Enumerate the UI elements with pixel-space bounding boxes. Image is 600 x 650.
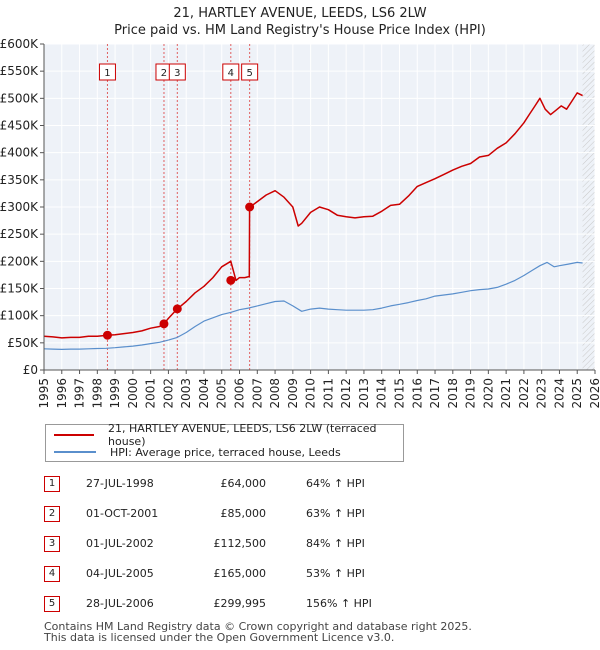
x-tick-label: 1996 (55, 378, 69, 409)
x-tick-label: 2000 (126, 378, 140, 409)
x-tick-label: 2011 (321, 378, 335, 409)
y-tick-label: £0 (23, 363, 38, 377)
sale-marker-box (241, 63, 259, 81)
x-tick-label: 2009 (286, 378, 300, 409)
sale-point (245, 202, 255, 212)
x-tick-label: 2024 (552, 378, 566, 409)
footer-line-copyright: Contains HM Land Registry data © Crown c… (44, 620, 472, 633)
legend-item-hpi: HPI: Average price, terraced house, Leed… (54, 444, 341, 460)
sale-marker-label: 3 (174, 68, 180, 79)
footer-line-licence: This data is licensed under the Open Gov… (44, 631, 395, 644)
sale-price: £112,500 (213, 537, 267, 550)
sale-date: 04-JUL-2005 (86, 567, 154, 580)
sale-point (172, 304, 182, 314)
x-tick-label: 2021 (499, 378, 513, 409)
x-tick-label: 2016 (410, 378, 424, 409)
sale-marker-label: 1 (104, 68, 110, 79)
sale-price: £64,000 (220, 477, 267, 490)
sale-row: 1 27-JUL-1998 £64,000 64% ↑ HPI (44, 476, 444, 494)
legend-item-property: 21, HARTLEY AVENUE, LEEDS, LS6 2LW (terr… (54, 422, 403, 448)
sale-number-badge: 1 (44, 476, 60, 492)
sale-price: £85,000 (220, 507, 267, 520)
x-tick-label: 2012 (339, 378, 353, 409)
chart-subtitle: Price paid vs. HM Land Registry's House … (114, 23, 486, 38)
x-tick-label: 2015 (392, 378, 406, 409)
sale-date: 01-JUL-2002 (86, 537, 154, 550)
legend-swatch-hpi (54, 451, 96, 453)
x-tick-label: 1997 (73, 378, 87, 409)
sale-hpi-change: 84% ↑ HPI (306, 537, 365, 550)
x-tick-label: 2006 (233, 378, 247, 409)
sale-hpi-change: 64% ↑ HPI (306, 477, 365, 490)
x-tick-label: 2026 (588, 378, 600, 409)
x-tick-label: 1995 (37, 378, 51, 409)
x-tick-label: 2019 (464, 378, 478, 409)
x-tick-label: 2007 (250, 378, 264, 409)
sale-marker-label: 5 (246, 68, 252, 79)
sale-price: £165,000 (213, 567, 267, 580)
chart-legend: 21, HARTLEY AVENUE, LEEDS, LS6 2LW (terr… (45, 422, 404, 462)
x-tick-label: 2001 (144, 378, 158, 409)
y-tick-label: £500K (0, 91, 39, 105)
price-chart: 21, HARTLEY AVENUE, LEEDS, LS6 2LW Price… (0, 6, 600, 409)
x-tick-label: 2013 (357, 378, 371, 409)
sale-price: £299,995 (213, 597, 267, 610)
x-tick-label: 2022 (517, 378, 531, 409)
sale-point (226, 275, 236, 285)
footer-attribution: Contains HM Land Registry data © Crown c… (44, 621, 584, 643)
x-tick-label: 2018 (446, 378, 460, 409)
sale-hpi-change: 156% ↑ HPI (306, 597, 372, 610)
series-line-property (43, 92, 583, 339)
sale-marker-label: 2 (161, 68, 167, 79)
sale-number-badge: 2 (44, 506, 60, 522)
sale-hpi-change: 53% ↑ HPI (306, 567, 365, 580)
x-tick-label: 2010 (304, 378, 318, 409)
x-tick-label: 2008 (268, 378, 282, 409)
sale-number-badge: 5 (44, 596, 60, 612)
x-tick-label: 2004 (197, 378, 211, 409)
y-tick-label: £300K (0, 200, 39, 214)
sale-date: 27-JUL-1998 (86, 477, 154, 490)
sale-row: 5 28-JUL-2006 £299,995 156% ↑ HPI (44, 596, 444, 614)
y-tick-label: £450K (0, 119, 39, 133)
sale-hpi-change: 63% ↑ HPI (306, 507, 365, 520)
x-tick-label: 2025 (570, 378, 584, 409)
sale-row: 3 01-JUL-2002 £112,500 84% ↑ HPI (44, 536, 444, 554)
y-tick-label: £400K (0, 146, 39, 160)
y-tick-label: £100K (0, 309, 39, 323)
sale-marker-box (98, 63, 116, 81)
y-tick-label: £550K (0, 64, 39, 78)
y-tick-label: £50K (7, 336, 39, 350)
sale-marker-box (168, 63, 186, 81)
sale-date: 28-JUL-2006 (86, 597, 154, 610)
sale-marker-label: 4 (228, 68, 234, 79)
x-tick-label: 2023 (535, 378, 549, 409)
y-tick-label: £350K (0, 173, 39, 187)
series-line-hpi (43, 261, 583, 350)
sale-marker-box (222, 63, 240, 81)
legend-swatch-property (54, 434, 95, 436)
y-tick-label: £150K (0, 282, 39, 296)
sale-row: 2 01-OCT-2001 £85,000 63% ↑ HPI (44, 506, 444, 524)
x-tick-label: 2005 (215, 378, 229, 409)
x-tick-label: 2003 (179, 378, 193, 409)
y-tick-label: £600K (0, 37, 39, 51)
sale-row: 4 04-JUL-2005 £165,000 53% ↑ HPI (44, 566, 444, 584)
x-tick-label: 2014 (375, 378, 389, 409)
x-tick-label: 1998 (90, 378, 104, 409)
legend-label-property: 21, HARTLEY AVENUE, LEEDS, LS6 2LW (terr… (108, 422, 377, 448)
x-tick-label: 2002 (161, 378, 175, 409)
sale-number-badge: 4 (44, 566, 60, 582)
y-tick-label: £200K (0, 254, 39, 268)
x-tick-label: 2020 (481, 378, 495, 409)
x-tick-label: 1999 (108, 378, 122, 409)
chart-title: 21, HARTLEY AVENUE, LEEDS, LS6 2LW (173, 6, 426, 21)
x-tick-label: 2017 (428, 378, 442, 409)
sale-point (159, 319, 169, 329)
sale-number-badge: 3 (44, 536, 60, 552)
legend-label-hpi: HPI: Average price, terraced house, Leed… (110, 445, 341, 459)
y-tick-label: £250K (0, 227, 39, 241)
sale-date: 01-OCT-2001 (86, 507, 159, 520)
sale-point (102, 330, 112, 340)
